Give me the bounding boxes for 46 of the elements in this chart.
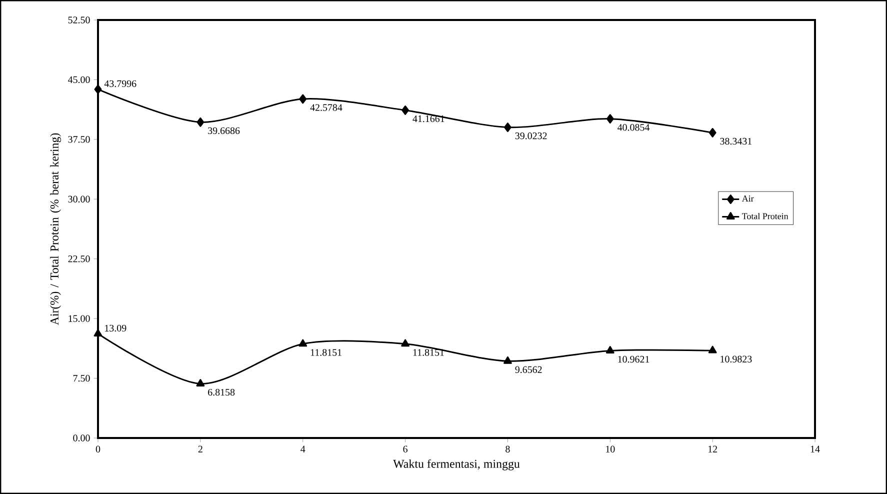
point (196, 117, 204, 127)
data-label: 6.8158 (208, 388, 235, 396)
y-tick-label: 15.00 (68, 315, 90, 322)
y-axis-title: Air(%) / Total Protein (% berat kering) (50, 133, 61, 326)
point (708, 346, 717, 354)
point (402, 106, 410, 115)
y-tick-label: 0.00 (73, 434, 90, 442)
x-tick-label: 0 (96, 446, 100, 452)
y-tick-label: 45.00 (68, 76, 90, 84)
x-tick-label: 4 (300, 446, 306, 452)
y-tick-label: 22.50 (68, 255, 90, 262)
data-label: 40.0854 (618, 124, 650, 131)
x-tick-label: 2 (198, 446, 202, 452)
data-label: 42.5784 (310, 104, 342, 111)
point (298, 339, 308, 347)
x-tick-label: 12 (708, 446, 718, 452)
point (94, 84, 102, 94)
point (196, 379, 205, 386)
point (299, 94, 307, 104)
point (504, 356, 512, 364)
data-label: 39.6686 (208, 127, 240, 134)
data-label: 10.9823 (720, 356, 752, 363)
x-tick-label: 14 (810, 446, 820, 452)
legend-label: Total Protein (742, 212, 788, 220)
data-label: 38.3431 (720, 138, 752, 145)
y-tick-label: 7.50 (73, 374, 90, 382)
data-label: 11.8151 (310, 349, 342, 356)
point (94, 329, 102, 337)
data-label: 9.6562 (515, 366, 542, 374)
data-label: 10.9621 (618, 356, 650, 363)
legend-label: Air (742, 196, 754, 202)
y-tick-label: 52.50 (68, 16, 90, 24)
data-label: 13.09 (105, 324, 126, 332)
x-axis-title: Waktu fermentasi, minggu (393, 459, 520, 470)
x-tick-label: 10 (606, 446, 615, 452)
point (504, 122, 512, 132)
data-label: 39.0232 (515, 132, 547, 140)
x-tick-label: 8 (506, 446, 510, 452)
point (708, 128, 716, 138)
y-tick-label: 37.50 (68, 136, 90, 143)
data-label: 43.7996 (104, 80, 136, 88)
x-tick-label: 6 (403, 446, 408, 452)
y-tick-label: 30.00 (68, 196, 90, 203)
point (606, 114, 614, 124)
point (606, 346, 614, 354)
point (401, 339, 410, 347)
